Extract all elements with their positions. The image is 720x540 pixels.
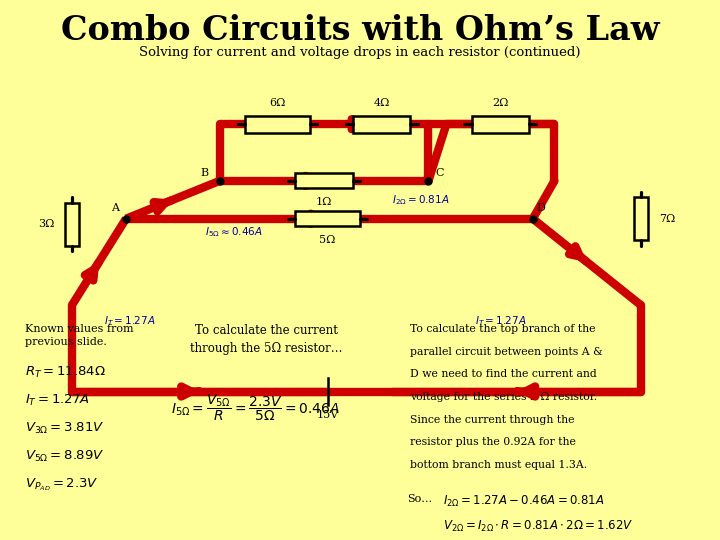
Text: $V_{5\Omega} = 8.89V$: $V_{5\Omega} = 8.89V$ — [25, 449, 105, 464]
FancyBboxPatch shape — [634, 197, 648, 240]
Text: bottom branch must equal 1.3A.: bottom branch must equal 1.3A. — [410, 460, 588, 470]
Text: A: A — [111, 203, 119, 213]
Text: 2Ω: 2Ω — [492, 98, 508, 108]
Text: $V_{P_{AD}} = 2.3V$: $V_{P_{AD}} = 2.3V$ — [25, 477, 99, 494]
Text: To calculate the current
through the 5Ω resistor…: To calculate the current through the 5Ω … — [190, 324, 343, 355]
Text: voltage for the series 2 Ω resistor.: voltage for the series 2 Ω resistor. — [410, 392, 598, 402]
Text: 6Ω: 6Ω — [269, 98, 285, 108]
Text: $V_{3\Omega} = 3.81V$: $V_{3\Omega} = 3.81V$ — [25, 421, 105, 436]
Text: 15V: 15V — [317, 410, 338, 421]
FancyBboxPatch shape — [245, 116, 310, 133]
Text: D we need to find the current and: D we need to find the current and — [410, 369, 597, 380]
Text: $V_{2\Omega} = I_{2\Omega} \cdot R = 0.81A \cdot 2\Omega = 1.62V$: $V_{2\Omega} = I_{2\Omega} \cdot R = 0.8… — [443, 518, 634, 534]
Text: B: B — [201, 168, 209, 178]
Text: Solving for current and voltage drops in each resistor (continued): Solving for current and voltage drops in… — [139, 46, 581, 59]
Text: $I_T = 1.27A$: $I_T = 1.27A$ — [25, 393, 90, 408]
Text: Since the current through the: Since the current through the — [410, 415, 575, 425]
Text: 7Ω: 7Ω — [659, 214, 675, 224]
Text: $I_{2\Omega} = 1.27A - 0.46A = 0.81A$: $I_{2\Omega} = 1.27A - 0.46A = 0.81A$ — [443, 494, 604, 509]
Text: $I_{2\Omega}{=}0.81A$: $I_{2\Omega}{=}0.81A$ — [392, 193, 450, 207]
Text: $I_T{=}1.27A$: $I_T{=}1.27A$ — [104, 314, 156, 328]
Text: $I_{5\Omega}{\approx}0.46A$: $I_{5\Omega}{\approx}0.46A$ — [205, 225, 263, 239]
FancyBboxPatch shape — [295, 211, 360, 226]
Text: C: C — [436, 168, 444, 178]
FancyBboxPatch shape — [65, 202, 79, 246]
Text: parallel circuit between points A &: parallel circuit between points A & — [410, 347, 603, 357]
Text: resistor plus the 0.92A for the: resistor plus the 0.92A for the — [410, 437, 576, 448]
FancyBboxPatch shape — [295, 173, 353, 188]
Text: $I_T{=}1.27A$: $I_T{=}1.27A$ — [475, 314, 526, 328]
Text: Combo Circuits with Ohm’s Law: Combo Circuits with Ohm’s Law — [60, 14, 660, 46]
Text: 5Ω: 5Ω — [320, 235, 336, 245]
Text: $I_{5\Omega} = \dfrac{V_{5\Omega}}{R} = \dfrac{2.3V}{5\Omega} = 0.46A$: $I_{5\Omega} = \dfrac{V_{5\Omega}}{R} = … — [171, 393, 340, 423]
Text: $R_T = 11.84\Omega$: $R_T = 11.84\Omega$ — [25, 364, 106, 380]
FancyBboxPatch shape — [353, 116, 410, 133]
Text: D: D — [536, 203, 545, 213]
Text: 1Ω: 1Ω — [316, 197, 332, 207]
Text: To calculate the top branch of the: To calculate the top branch of the — [410, 324, 596, 334]
Text: 3Ω: 3Ω — [37, 219, 54, 229]
Text: Known values from
previous slide.: Known values from previous slide. — [25, 324, 134, 347]
Text: So…: So… — [407, 494, 432, 504]
FancyBboxPatch shape — [472, 116, 529, 133]
Text: 4Ω: 4Ω — [374, 98, 390, 108]
